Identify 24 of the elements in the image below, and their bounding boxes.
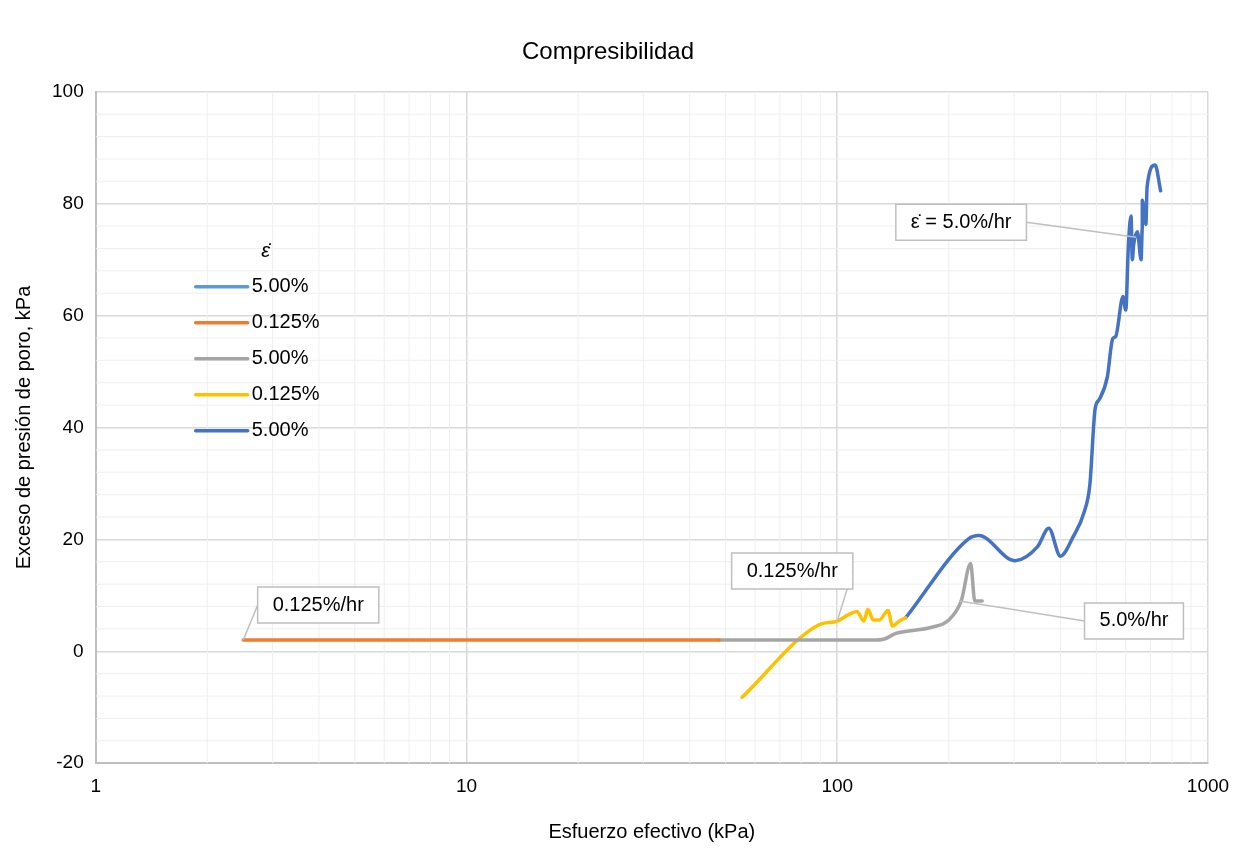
y-tick-label: 100 — [52, 80, 84, 102]
x-axis-title: Esfuerzo efectivo (kPa) — [548, 819, 756, 842]
legend-label: 5.00% — [251, 274, 309, 297]
legend-label: 5.00% — [251, 346, 309, 369]
legend-title: ε̇ — [261, 239, 273, 262]
legend-label: 5.00% — [251, 418, 309, 441]
y-tick-label: 40 — [62, 415, 84, 437]
y-tick-label: 80 — [62, 191, 84, 213]
chart-title: Compresibilidad — [521, 37, 695, 65]
y-tick-label: 0 — [73, 639, 84, 661]
y-tick-label: -20 — [56, 751, 84, 773]
x-tick-label: 100 — [821, 774, 854, 796]
x-tick-label: 10 — [455, 774, 478, 796]
x-tick-label: 1000 — [1186, 774, 1230, 796]
y-tick-label: 20 — [62, 527, 84, 549]
annotation: 0.125%/hr — [746, 558, 839, 581]
annotation: 0.125%/hr — [272, 592, 365, 615]
annotation: 5.0%/hr — [1099, 608, 1169, 631]
annotation: ε̇ = 5.0%/hr — [910, 209, 1012, 232]
legend-label: 0.125% — [251, 382, 320, 405]
y-tick-label: 60 — [62, 303, 84, 325]
x-tick-label: 1 — [90, 774, 101, 796]
y-axis-title: Exceso de presión de poro, kPa — [11, 284, 34, 570]
legend-label: 0.125% — [251, 310, 320, 333]
